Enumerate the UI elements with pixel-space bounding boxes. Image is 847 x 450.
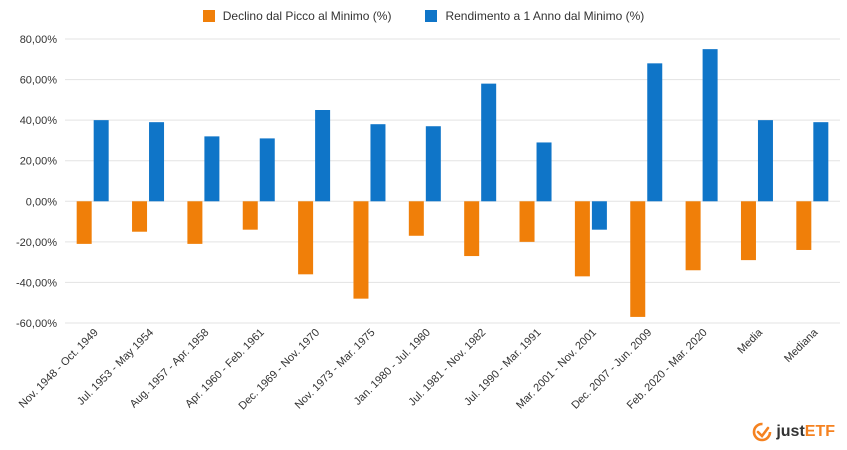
- bar-return: [204, 136, 220, 202]
- bar-decline: [574, 201, 590, 277]
- x-tick-label: Mediana: [782, 326, 821, 365]
- y-tick-label: -40,00%: [16, 277, 57, 289]
- legend-swatch-return: [425, 10, 438, 22]
- bar-decline: [464, 201, 480, 257]
- y-tick-label: 0,00%: [26, 196, 57, 208]
- x-tick-label: Media: [735, 326, 765, 356]
- bar-return: [93, 120, 109, 202]
- bar-return: [259, 138, 275, 202]
- y-tick-label: -60,00%: [16, 318, 57, 330]
- bar-decline: [630, 201, 646, 317]
- bar-decline: [796, 201, 812, 250]
- bar-return: [757, 120, 773, 202]
- bar-decline: [242, 201, 258, 230]
- logo-text-etf: ETF: [804, 423, 835, 440]
- justetf-logo-icon: [753, 422, 772, 442]
- bar-decline: [76, 201, 92, 244]
- legend-swatch-decline: [202, 10, 215, 22]
- logo-text-just: just: [776, 423, 805, 440]
- bar-return: [702, 49, 718, 202]
- y-tick-label: -20,00%: [16, 237, 57, 249]
- bar-decline: [187, 201, 203, 244]
- legend-item-decline: Declino dal Picco al Minimo (%): [202, 9, 392, 23]
- bar-return: [591, 201, 607, 230]
- justetf-logo: just ETF: [752, 422, 835, 442]
- legend-item-return: Rendimento a 1 Anno dal Minimo (%): [425, 9, 644, 23]
- bar-return: [647, 63, 663, 202]
- y-tick-label: 40,00%: [20, 115, 58, 127]
- bar-decline: [519, 201, 535, 242]
- bar-decline: [298, 201, 314, 275]
- y-tick-label: 60,00%: [20, 75, 58, 87]
- bar-return: [536, 142, 552, 202]
- bar-return: [370, 124, 386, 202]
- bar-decline: [353, 201, 369, 299]
- chart-legend: Declino dal Picco al Minimo (%) Rendimen…: [0, 9, 847, 23]
- bar-return: [481, 83, 497, 202]
- bar-decline: [685, 201, 701, 271]
- bar-return: [149, 122, 165, 202]
- bar-decline: [408, 201, 424, 236]
- bar-return: [425, 126, 441, 202]
- bar-return: [315, 110, 331, 202]
- bar-decline: [132, 201, 148, 232]
- y-tick-label: 20,00%: [20, 156, 58, 168]
- legend-label-return: Rendimento a 1 Anno dal Minimo (%): [445, 9, 645, 23]
- bar-decline: [740, 201, 756, 261]
- bar-return: [813, 122, 829, 202]
- legend-label-decline: Declino dal Picco al Minimo (%): [222, 9, 392, 23]
- y-tick-label: 80,00%: [20, 34, 58, 46]
